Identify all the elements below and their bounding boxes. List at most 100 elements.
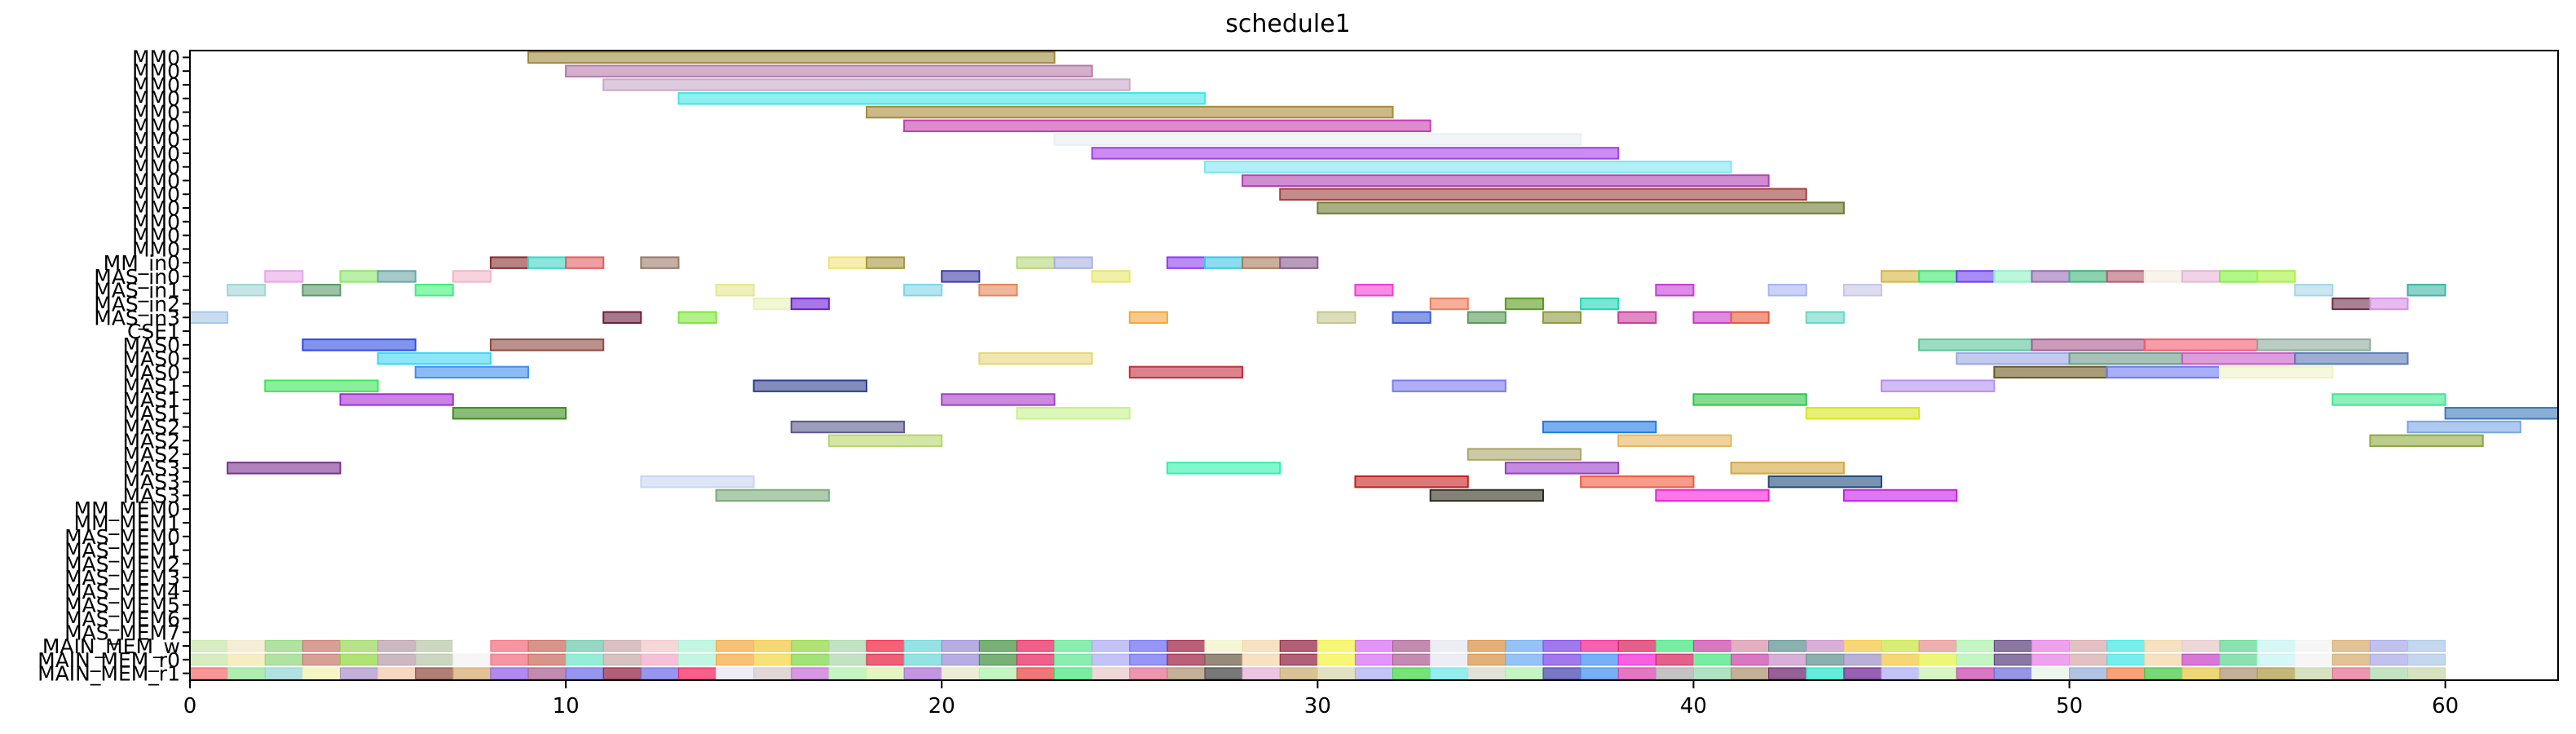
task-bar <box>978 283 1018 297</box>
memory-block <box>716 639 755 652</box>
task-bar <box>227 283 267 297</box>
task-bar <box>1881 270 1921 283</box>
memory-block <box>791 653 830 666</box>
memory-block <box>602 639 642 652</box>
y-tick-label: MM0 <box>132 210 180 234</box>
memory-block <box>452 667 492 679</box>
task-bar <box>1128 311 1168 324</box>
memory-block <box>828 653 867 666</box>
task-bar <box>1279 256 1319 269</box>
memory-block <box>2069 653 2108 666</box>
y-tick-label: MAIN_MEM_w <box>42 635 180 658</box>
task-bar <box>640 475 755 489</box>
memory-block <box>640 639 679 652</box>
memory-block <box>1617 653 1656 666</box>
memory-block <box>1204 639 1243 652</box>
task-bar <box>2031 270 2071 283</box>
memory-block <box>941 653 980 666</box>
memory-block <box>1580 639 1619 652</box>
task-bar <box>1580 475 1695 489</box>
task-bar <box>1016 256 1056 269</box>
memory-block <box>828 639 867 652</box>
memory-block <box>2031 639 2071 652</box>
task-bar <box>903 283 943 297</box>
memory-block <box>1392 667 1431 679</box>
y-tick-label: MM0 <box>132 142 180 166</box>
memory-block <box>1054 653 1093 666</box>
task-bar <box>941 270 981 283</box>
memory-block <box>2407 667 2446 679</box>
memory-block <box>1167 639 1206 652</box>
task-bar <box>2256 338 2371 352</box>
task-bar <box>602 78 1131 91</box>
task-bar <box>1242 174 1770 188</box>
memory-block <box>1467 653 1506 666</box>
memory-block <box>1505 653 1544 666</box>
memory-block <box>1317 653 1356 666</box>
task-bar <box>2219 365 2334 379</box>
memory-block <box>677 639 717 652</box>
memory-block <box>189 667 228 679</box>
y-tick-label: MAS_MEM2 <box>64 552 180 576</box>
task-bar <box>414 365 529 379</box>
y-tick-label: MAS_MEM4 <box>64 580 180 604</box>
memory-block <box>1617 639 1656 652</box>
memory-block <box>1731 667 1770 679</box>
y-tick-label: MAIN_MEM_r1 <box>37 662 180 686</box>
memory-block <box>1692 667 1732 679</box>
task-bar <box>1128 365 1244 379</box>
memory-block <box>1731 639 1770 652</box>
task-bar <box>1542 420 1657 434</box>
memory-block <box>2219 653 2258 666</box>
y-tick-label: MAS_MEM5 <box>64 594 180 617</box>
task-bar <box>2181 270 2221 283</box>
task-bar <box>941 393 1056 406</box>
memory-block <box>866 639 905 652</box>
task-bar <box>1091 270 1131 283</box>
task-bar <box>2219 270 2259 283</box>
task-bar <box>527 256 567 269</box>
memory-block <box>1204 667 1243 679</box>
task-bar <box>790 297 830 311</box>
memory-block <box>640 667 679 679</box>
task-bar <box>1692 393 1807 406</box>
y-tick-label: MM0 <box>132 156 180 179</box>
memory-block <box>1692 653 1732 666</box>
task-bar <box>1279 188 1807 201</box>
y-tick-label: MM0 <box>132 237 180 261</box>
memory-block <box>565 667 604 679</box>
memory-block <box>302 653 341 666</box>
task-bar <box>565 64 1093 77</box>
task-bar <box>2331 393 2446 406</box>
task-bar <box>2369 434 2484 448</box>
y-tick-label: MAS3 <box>123 484 180 507</box>
y-tick-label: MAS_MEM3 <box>64 566 180 590</box>
task-bar <box>866 105 1394 119</box>
x-tick-label: 50 <box>2056 694 2083 719</box>
task-bar <box>1242 256 1281 269</box>
memory-block <box>1430 653 1469 666</box>
memory-block <box>2407 639 2446 652</box>
memory-block <box>677 667 717 679</box>
task-bar <box>1956 270 1996 283</box>
task-bar <box>2406 420 2521 434</box>
memory-block <box>1806 653 1845 666</box>
memory-block <box>2106 653 2146 666</box>
memory-block <box>1054 639 1093 652</box>
memory-block <box>2106 639 2146 652</box>
chart-title: schedule1 <box>1225 10 1351 38</box>
memory-block <box>753 639 792 652</box>
task-bar <box>2068 352 2183 365</box>
memory-block <box>527 639 567 652</box>
memory-block <box>1092 667 1131 679</box>
memory-block <box>2219 667 2258 679</box>
memory-block <box>1843 653 1882 666</box>
memory-block <box>490 639 529 652</box>
task-bar <box>1317 311 1356 324</box>
task-bar <box>302 283 342 297</box>
memory-block <box>1129 639 1168 652</box>
task-bar <box>2444 407 2560 420</box>
y-tick-label: MM0 <box>132 46 180 69</box>
memory-block <box>602 667 642 679</box>
